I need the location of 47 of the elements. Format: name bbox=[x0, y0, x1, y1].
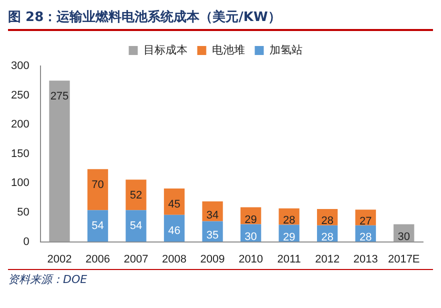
data-label: 28 bbox=[359, 232, 372, 244]
bar bbox=[49, 80, 70, 242]
chart-title: 图 28：运输业燃料电池系统成本（美元/KW） bbox=[8, 8, 433, 31]
y-tick-label: 50 bbox=[17, 206, 30, 219]
x-tick-label: 2017E bbox=[388, 253, 420, 266]
x-tick-label: 2011 bbox=[277, 253, 301, 266]
legend-label: 电池堆 bbox=[212, 44, 245, 57]
x-tick-label: 2009 bbox=[200, 253, 225, 266]
data-label: 34 bbox=[206, 209, 219, 222]
y-tick-label: 300 bbox=[10, 60, 30, 72]
x-tick-label: 2006 bbox=[86, 253, 110, 266]
y-tick-label: 250 bbox=[10, 89, 30, 102]
data-label: 27 bbox=[359, 216, 372, 228]
legend-label: 加氢站 bbox=[269, 44, 302, 57]
data-label: 275 bbox=[50, 90, 69, 103]
y-tick-label: 200 bbox=[10, 118, 30, 131]
data-label: 29 bbox=[282, 231, 296, 244]
bar bbox=[87, 169, 108, 210]
bar bbox=[126, 210, 146, 242]
bar bbox=[126, 180, 146, 210]
x-tick-label: 2012 bbox=[315, 253, 340, 266]
x-tick-label: 2002 bbox=[47, 253, 72, 266]
bar bbox=[164, 188, 185, 215]
bar bbox=[87, 210, 108, 242]
data-label: 52 bbox=[130, 190, 142, 202]
x-tick-label: 2013 bbox=[353, 253, 378, 266]
y-tick-label: 0 bbox=[23, 236, 30, 248]
data-label: 28 bbox=[321, 232, 334, 244]
data-label: 54 bbox=[92, 220, 104, 232]
y-tick-label: 100 bbox=[10, 177, 30, 190]
data-label: 45 bbox=[168, 198, 180, 211]
legend-label: 目标成本 bbox=[143, 44, 188, 57]
data-label: 54 bbox=[130, 220, 142, 232]
x-tick-label: 2010 bbox=[238, 253, 264, 266]
x-tick-label: 2008 bbox=[162, 253, 187, 266]
data-label: 35 bbox=[206, 230, 219, 242]
data-label: 29 bbox=[244, 214, 257, 226]
data-label: 70 bbox=[92, 179, 104, 192]
data-label: 46 bbox=[168, 224, 180, 237]
y-tick-label: 150 bbox=[10, 148, 30, 160]
data-label: 30 bbox=[398, 231, 410, 244]
bar bbox=[202, 201, 223, 222]
text: 资料来源：DOE bbox=[8, 269, 433, 287]
data-label: 28 bbox=[321, 215, 334, 228]
data-label: 28 bbox=[282, 214, 296, 227]
x-tick-label: 2007 bbox=[124, 253, 148, 266]
data-label: 30 bbox=[244, 231, 257, 244]
